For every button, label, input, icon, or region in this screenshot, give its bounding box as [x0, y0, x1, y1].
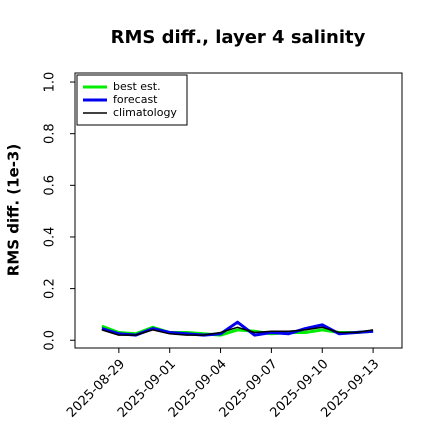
legend-label: climatology — [113, 106, 177, 119]
y-tick-label: 0.4 — [43, 227, 58, 248]
series-line — [101, 326, 374, 336]
y-tick-label: 0.6 — [43, 175, 58, 196]
y-tick-label: 0.0 — [43, 330, 58, 351]
y-tick-label: 0.8 — [43, 123, 58, 144]
series-line — [101, 320, 374, 337]
legend-label: best est. — [113, 80, 161, 93]
chart-title: RMS diff., layer 4 salinity — [111, 27, 366, 48]
y-tick-label: 1.0 — [43, 72, 58, 93]
legend-label: forecast — [113, 93, 158, 106]
plot-frame — [74, 72, 403, 349]
y-tick-label: 0.2 — [43, 278, 58, 299]
y-axis-label: RMS diff. (1e-3) — [5, 144, 23, 276]
